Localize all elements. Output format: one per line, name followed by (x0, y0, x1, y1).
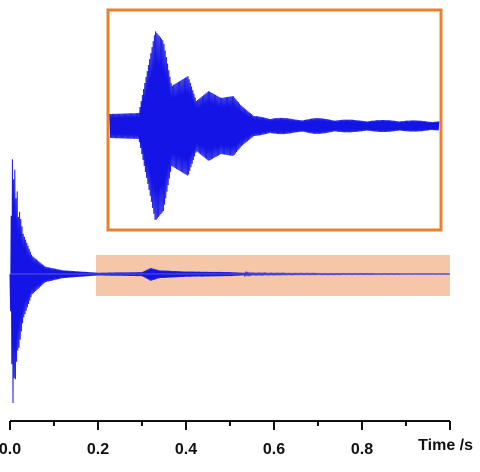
inset-waveform (109, 31, 440, 220)
x-axis-label: Time /s (418, 437, 473, 454)
x-tick-label: 0.8 (351, 441, 373, 458)
main-waveform (9, 159, 451, 404)
x-tick-label: 0.6 (263, 441, 285, 458)
x-tick-label: 0.2 (87, 441, 109, 458)
x-axis: 0.0 0.2 0.4 0.6 0.8 (0, 420, 451, 458)
x-tick-label: 0.4 (175, 441, 197, 458)
inset-zoom-chart (106, 8, 443, 232)
inset-waveform-trace (109, 31, 440, 220)
x-tick-label: 0.0 (0, 441, 21, 458)
main-waveform-chart: 0.0 0.2 0.4 0.6 0.8 Time /s (0, 159, 473, 458)
